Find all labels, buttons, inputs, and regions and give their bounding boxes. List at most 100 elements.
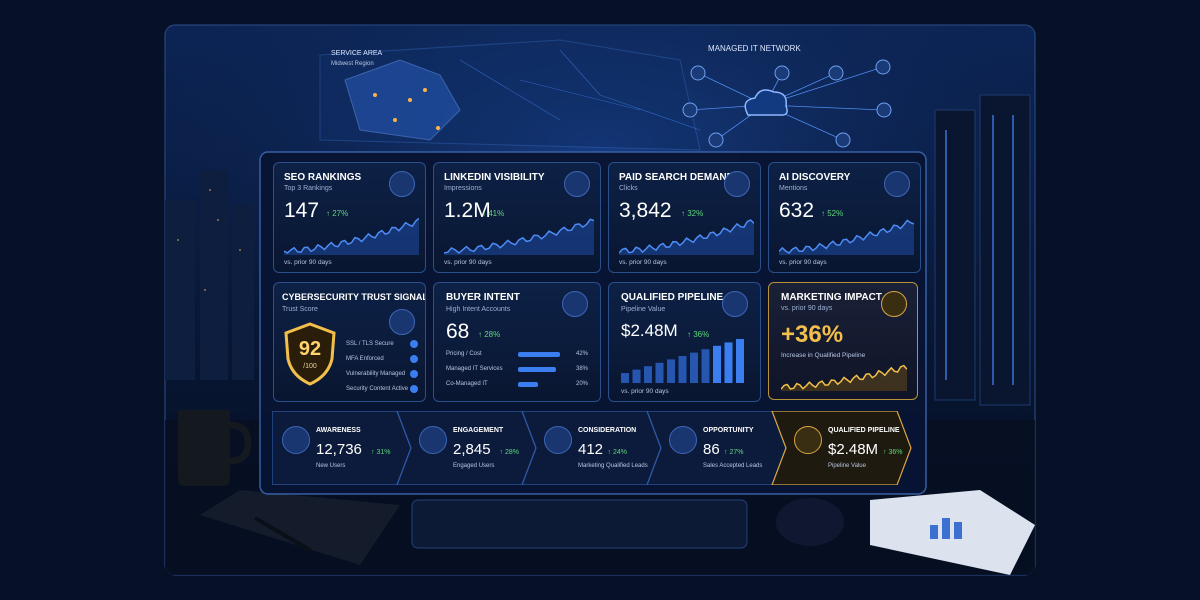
sparkline <box>284 217 419 255</box>
stage-icon <box>669 426 697 454</box>
sparkline <box>779 219 914 255</box>
stage-value: $2.48M <box>828 441 879 458</box>
stage-change: ↑ 31% <box>371 449 391 456</box>
card-change: ↑ 52% <box>821 209 844 218</box>
card-subtitle: Top 3 Rankings <box>284 185 333 192</box>
card-footer: vs. prior 90 days <box>619 259 667 266</box>
impact-card: MARKETING IMPACT vs. prior 90 days +36% Inc… <box>768 282 918 400</box>
sparkline-area <box>284 218 419 255</box>
card-title: PAID SEARCH DEMAND <box>619 172 734 183</box>
shield <box>284 322 336 386</box>
intent-bar <box>518 367 556 372</box>
card-change: ↑ 32% <box>681 209 704 218</box>
pipeline-change: ↑ 36% <box>687 330 710 339</box>
stage-title: AWARENESS <box>316 427 361 434</box>
intent-change: ↑ 28% <box>478 330 501 339</box>
sparkline-line <box>444 218 594 254</box>
decor-bar <box>621 373 629 383</box>
stage-title: QUALIFIED PIPELINE <box>828 427 900 434</box>
pipeline-bars <box>621 339 744 383</box>
trust-subtitle: Trust Score <box>282 306 318 313</box>
impact-title: MARKETING IMPACT <box>781 292 882 303</box>
card-title: LINKEDIN VISIBILITY <box>444 172 545 183</box>
intent-value-label: 38% <box>575 366 588 372</box>
card-title: AI DISCOVERY <box>779 172 851 183</box>
metric-card: PAID SEARCH DEMAND Clicks 3,842 ↑ 32% vs. pr… <box>608 162 761 273</box>
stage-caption: New Users <box>316 463 346 469</box>
decor-bar <box>644 366 652 383</box>
sparkline-line <box>779 219 914 254</box>
intent-label: Managed IT Services <box>446 366 503 372</box>
intent-bar <box>518 382 538 387</box>
stage-icon <box>794 426 822 454</box>
card-subtitle: Mentions <box>779 185 808 192</box>
card-subtitle: Clicks <box>619 185 638 192</box>
trust-item: SSL / TLS Secure <box>346 341 394 347</box>
map-title: SERVICE AREA <box>331 50 383 57</box>
check-icon <box>410 340 418 348</box>
card-value: 632 <box>779 199 815 222</box>
intent-card: BUYER INTENT High Intent Accounts 68 ↑ 28% P… <box>433 282 601 402</box>
card-value: 3,842 <box>619 199 672 222</box>
stage-icon <box>282 426 310 454</box>
intent-value-label: 42% <box>575 351 588 357</box>
card-title: SEO RANKINGS <box>284 172 362 183</box>
sparkline <box>619 219 754 255</box>
metric-card: SEO RANKINGS Top 3 Rankings 147 ↑ 27% vs. pr… <box>273 162 426 273</box>
stage-value: 2,845 <box>453 441 491 458</box>
stage-caption: Engaged Users <box>453 463 495 469</box>
check-icon <box>410 385 418 393</box>
card-icon <box>564 171 590 197</box>
impact-caption: Increase in Qualified Pipeline <box>781 352 866 359</box>
card-change: ↑ 41% <box>482 209 505 218</box>
decor-bar <box>632 369 641 383</box>
intent-icon <box>562 291 588 317</box>
card-value: 147 <box>284 199 320 222</box>
intent-bar <box>518 352 560 357</box>
decor-bar <box>690 352 698 383</box>
sparkline-area <box>619 220 754 255</box>
stage-change: ↑ 24% <box>607 449 627 456</box>
funnel: AWARENESS 12,736 ↑ 31% New Users ENGAGEMENT 2… <box>272 411 922 485</box>
intent-value-label: 20% <box>575 381 588 387</box>
stage-change: ↑ 36% <box>883 449 903 456</box>
stage-icon <box>419 426 447 454</box>
metric-card: AI DISCOVERY Mentions 632 ↑ 52% vs. prior 90… <box>768 162 921 273</box>
sparkline-line <box>284 217 419 254</box>
trust-item: MFA Enforced <box>346 356 384 362</box>
pipeline-subtitle: Pipeline Value <box>621 306 666 313</box>
stage-caption: Pipeline Value <box>828 463 866 469</box>
trust-card: CYBERSECURITY TRUST SIGNALS Trust Score 92… <box>273 282 426 402</box>
trust-score: 92 <box>298 338 322 360</box>
impact-value: +36% <box>781 321 844 348</box>
trust-item: Security Content Active <box>346 386 409 392</box>
card-footer: vs. prior 90 days <box>444 259 492 266</box>
decor-bar <box>701 349 710 383</box>
card-icon <box>884 171 910 197</box>
map-subtitle: Midwest Region <box>331 61 374 67</box>
trust-item: Vulnerability Managed <box>346 371 406 377</box>
impact-icon <box>881 291 907 317</box>
sparkline <box>444 218 594 255</box>
decor-bar <box>667 359 675 383</box>
card-value: 1.2M <box>444 199 491 222</box>
card-change: ↑ 27% <box>326 209 349 218</box>
intent-label: Pricing / Cost <box>446 351 482 357</box>
stage-title: ENGAGEMENT <box>453 427 504 434</box>
intent-label: Co-Managed IT <box>446 381 488 387</box>
decor-bar <box>736 339 744 383</box>
stage-caption: Sales Accepted Leads <box>703 463 763 469</box>
sparkline-line <box>781 364 907 390</box>
impact-subtitle: vs. prior 90 days <box>781 305 833 312</box>
stage-change: ↑ 28% <box>499 449 519 456</box>
pipeline-title: QUALIFIED PIPELINE <box>621 292 724 303</box>
shield-shape <box>284 322 336 386</box>
card-icon <box>389 171 415 197</box>
intent-value: 68 <box>446 320 470 343</box>
stage-caption: Marketing Qualified Leads <box>578 463 648 469</box>
card-footer: vs. prior 90 days <box>284 259 332 266</box>
stage-value: 86 <box>703 441 720 458</box>
shield-icon <box>389 309 415 335</box>
stage-value: 412 <box>578 441 604 458</box>
stage-change: ↑ 27% <box>724 449 744 456</box>
